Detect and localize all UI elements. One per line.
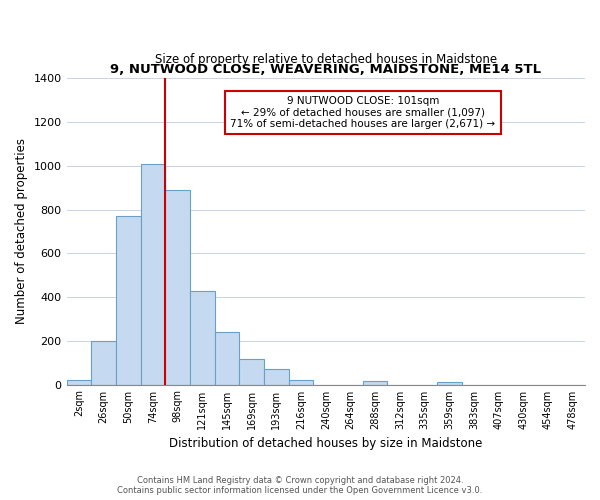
Bar [289, 380, 313, 384]
Bar [67, 380, 91, 384]
Text: Size of property relative to detached houses in Maidstone: Size of property relative to detached ho… [155, 53, 497, 66]
Title: 9, NUTWOOD CLOSE, WEAVERING, MAIDSTONE, ME14 5TL: 9, NUTWOOD CLOSE, WEAVERING, MAIDSTONE, … [110, 63, 541, 76]
Bar [140, 164, 165, 384]
Bar [116, 216, 140, 384]
Bar [363, 382, 388, 384]
Bar [239, 360, 264, 384]
Y-axis label: Number of detached properties: Number of detached properties [15, 138, 28, 324]
Text: 9 NUTWOOD CLOSE: 101sqm
← 29% of detached houses are smaller (1,097)
71% of semi: 9 NUTWOOD CLOSE: 101sqm ← 29% of detache… [230, 96, 496, 129]
Text: Contains HM Land Registry data © Crown copyright and database right 2024.
Contai: Contains HM Land Registry data © Crown c… [118, 476, 482, 495]
Bar [264, 369, 289, 384]
Bar [165, 190, 190, 384]
X-axis label: Distribution of detached houses by size in Maidstone: Distribution of detached houses by size … [169, 437, 482, 450]
Bar [437, 382, 461, 384]
Bar [91, 341, 116, 384]
Bar [190, 290, 215, 384]
Bar [215, 332, 239, 384]
